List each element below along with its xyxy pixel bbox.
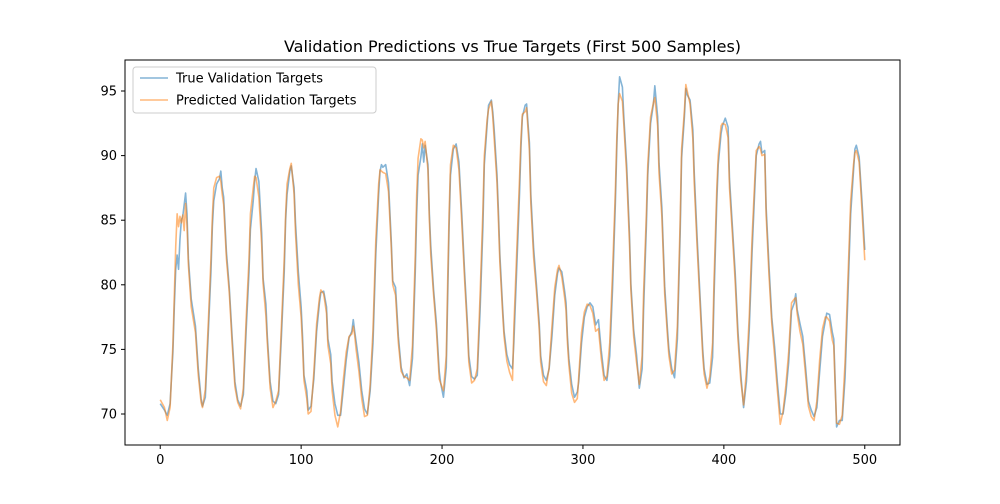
y-tick-label: 95 bbox=[100, 85, 117, 100]
y-tick-label: 70 bbox=[100, 407, 117, 422]
legend-label-predicted: Predicted Validation Targets bbox=[176, 94, 357, 109]
y-tick-label: 80 bbox=[100, 278, 117, 293]
x-tick-label: 100 bbox=[289, 453, 314, 468]
x-tick-label: 0 bbox=[156, 453, 164, 468]
series-layer bbox=[159, 76, 866, 428]
x-tick-label: 200 bbox=[430, 453, 455, 468]
y-tick-label: 90 bbox=[100, 149, 117, 164]
x-tick-label: 400 bbox=[711, 453, 736, 468]
chart-title: Validation Predictions vs True Targets (… bbox=[284, 37, 741, 56]
y-axis: 70 75 80 85 90 95 bbox=[100, 85, 125, 422]
y-tick-label: 75 bbox=[100, 343, 117, 358]
legend: True Validation Targets Predicted Valida… bbox=[132, 66, 377, 114]
x-tick-label: 300 bbox=[571, 453, 596, 468]
y-tick-label: 85 bbox=[100, 214, 117, 229]
axes-frame bbox=[124, 59, 901, 446]
series-line-predicted bbox=[159, 83, 866, 428]
legend-label-true: True Validation Targets bbox=[175, 72, 323, 87]
legend-box bbox=[132, 66, 377, 114]
x-axis: 0 100 200 300 400 500 bbox=[156, 445, 877, 468]
x-tick-label: 500 bbox=[852, 453, 877, 468]
